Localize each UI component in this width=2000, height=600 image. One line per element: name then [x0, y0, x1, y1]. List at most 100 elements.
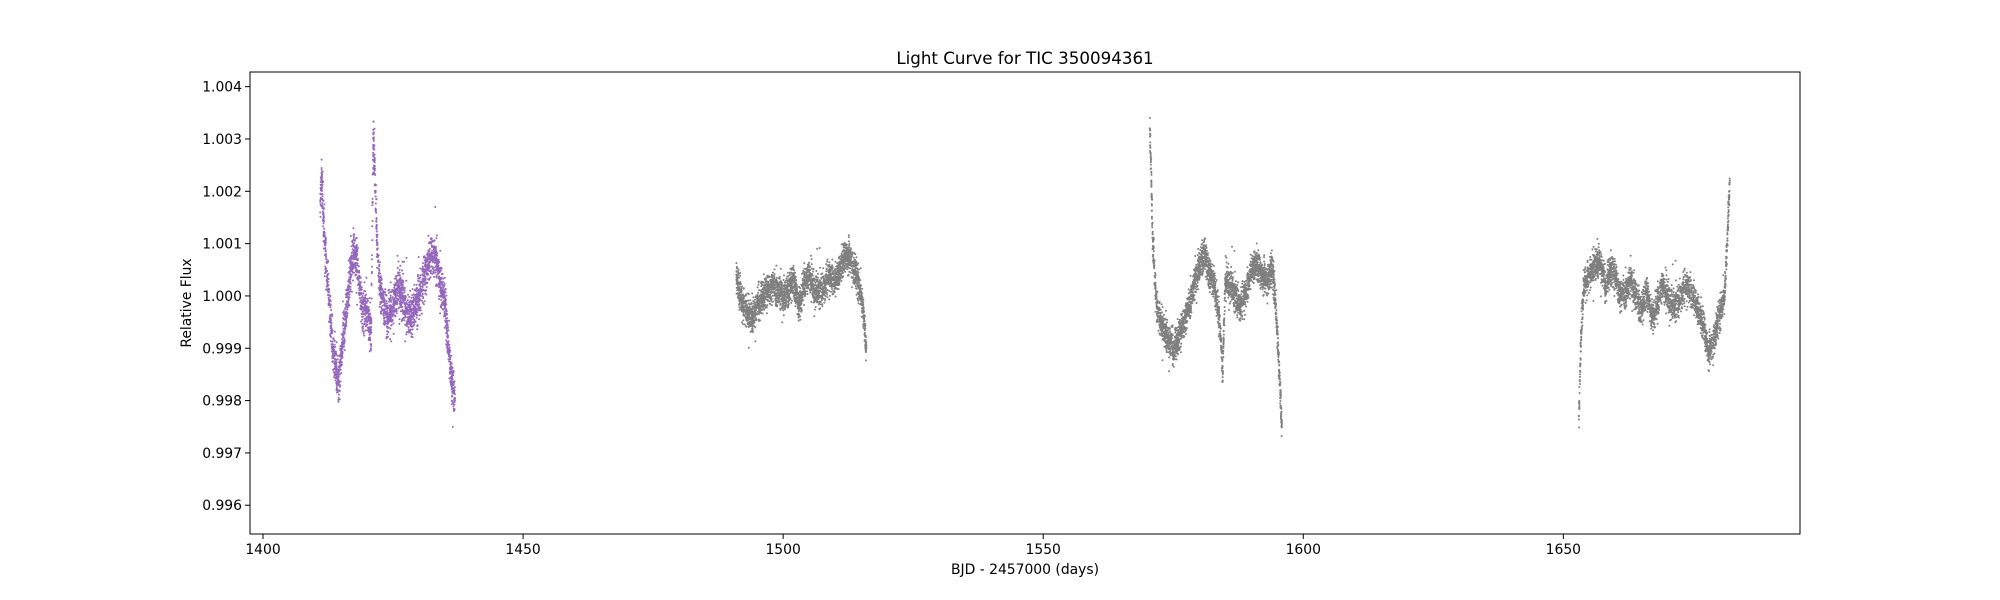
data-point — [425, 273, 428, 276]
data-point — [331, 360, 334, 363]
data-point — [802, 287, 805, 290]
data-point — [336, 376, 339, 379]
data-point — [825, 278, 828, 281]
data-point — [772, 271, 774, 274]
data-point — [330, 309, 333, 311]
data-point — [735, 262, 738, 265]
data-point — [385, 306, 388, 309]
data-point — [346, 312, 349, 315]
data-point — [385, 302, 388, 305]
data-point — [319, 215, 322, 218]
data-point — [347, 288, 350, 291]
data-point — [415, 287, 418, 290]
data-point — [742, 300, 745, 303]
data-point — [397, 292, 400, 294]
data-point — [416, 273, 419, 276]
data-point — [847, 264, 850, 267]
data-point — [428, 270, 431, 272]
data-point — [329, 294, 332, 297]
data-point — [405, 311, 408, 314]
data-point — [320, 198, 323, 201]
data-point — [825, 282, 828, 285]
data-point — [421, 295, 424, 298]
data-point — [377, 272, 380, 275]
data-point — [357, 270, 360, 273]
data-point — [426, 282, 428, 285]
data-point — [410, 303, 413, 306]
data-point — [319, 176, 322, 179]
data-point — [407, 309, 410, 312]
data-point — [361, 302, 364, 305]
data-point — [419, 288, 422, 291]
data-point — [376, 241, 379, 244]
data-point — [320, 172, 323, 175]
data-point — [337, 397, 340, 399]
data-point — [388, 291, 390, 294]
data-point — [853, 252, 856, 255]
data-point — [371, 173, 374, 176]
data-point — [424, 261, 427, 264]
data-point — [447, 326, 450, 329]
data-point — [421, 292, 424, 295]
data-point — [390, 323, 393, 326]
data-point — [825, 263, 828, 266]
data-point — [396, 303, 399, 306]
data-point — [342, 345, 345, 348]
data-point — [416, 328, 419, 331]
data-point — [849, 248, 852, 251]
data-point — [409, 330, 412, 332]
data-point — [360, 308, 363, 311]
data-point — [406, 322, 409, 325]
data-point — [360, 320, 363, 323]
data-point — [837, 256, 840, 259]
data-point — [770, 291, 773, 294]
data-point — [369, 349, 372, 351]
data-point — [838, 261, 841, 264]
data-point — [388, 319, 391, 321]
data-point — [379, 285, 382, 288]
data-point — [389, 299, 392, 302]
data-point — [320, 174, 323, 177]
data-point — [837, 263, 840, 266]
data-point — [760, 296, 763, 299]
data-point — [752, 296, 755, 299]
data-point — [415, 316, 418, 319]
data-point — [447, 348, 449, 351]
data-point — [857, 299, 860, 302]
data-point — [322, 247, 325, 250]
data-point — [421, 286, 424, 288]
data-point — [383, 291, 385, 293]
data-point — [384, 288, 387, 291]
data-point — [346, 308, 349, 311]
data-point — [386, 322, 389, 325]
data-point — [424, 264, 427, 267]
data-point — [377, 261, 380, 263]
data-point — [390, 340, 393, 343]
data-point — [349, 288, 352, 291]
data-point — [818, 281, 821, 284]
data-point — [830, 290, 832, 293]
data-point — [442, 293, 445, 296]
data-point — [436, 273, 439, 276]
data-point — [860, 303, 863, 306]
data-point — [346, 295, 349, 298]
data-point — [826, 264, 829, 267]
data-point — [797, 299, 800, 302]
data-point — [342, 311, 345, 314]
data-point — [332, 368, 335, 371]
data-point — [322, 199, 325, 202]
data-point — [861, 287, 864, 290]
data-point — [320, 186, 323, 189]
data-point — [330, 326, 333, 329]
data-point — [410, 309, 413, 312]
data-point — [349, 235, 352, 237]
data-point — [376, 243, 379, 246]
data-point — [398, 288, 401, 291]
data-point — [373, 153, 376, 156]
data-point — [819, 286, 821, 289]
data-point — [358, 297, 361, 300]
data-point — [831, 266, 834, 269]
data-point — [815, 275, 818, 278]
data-point — [417, 279, 419, 282]
data-point — [367, 314, 370, 317]
